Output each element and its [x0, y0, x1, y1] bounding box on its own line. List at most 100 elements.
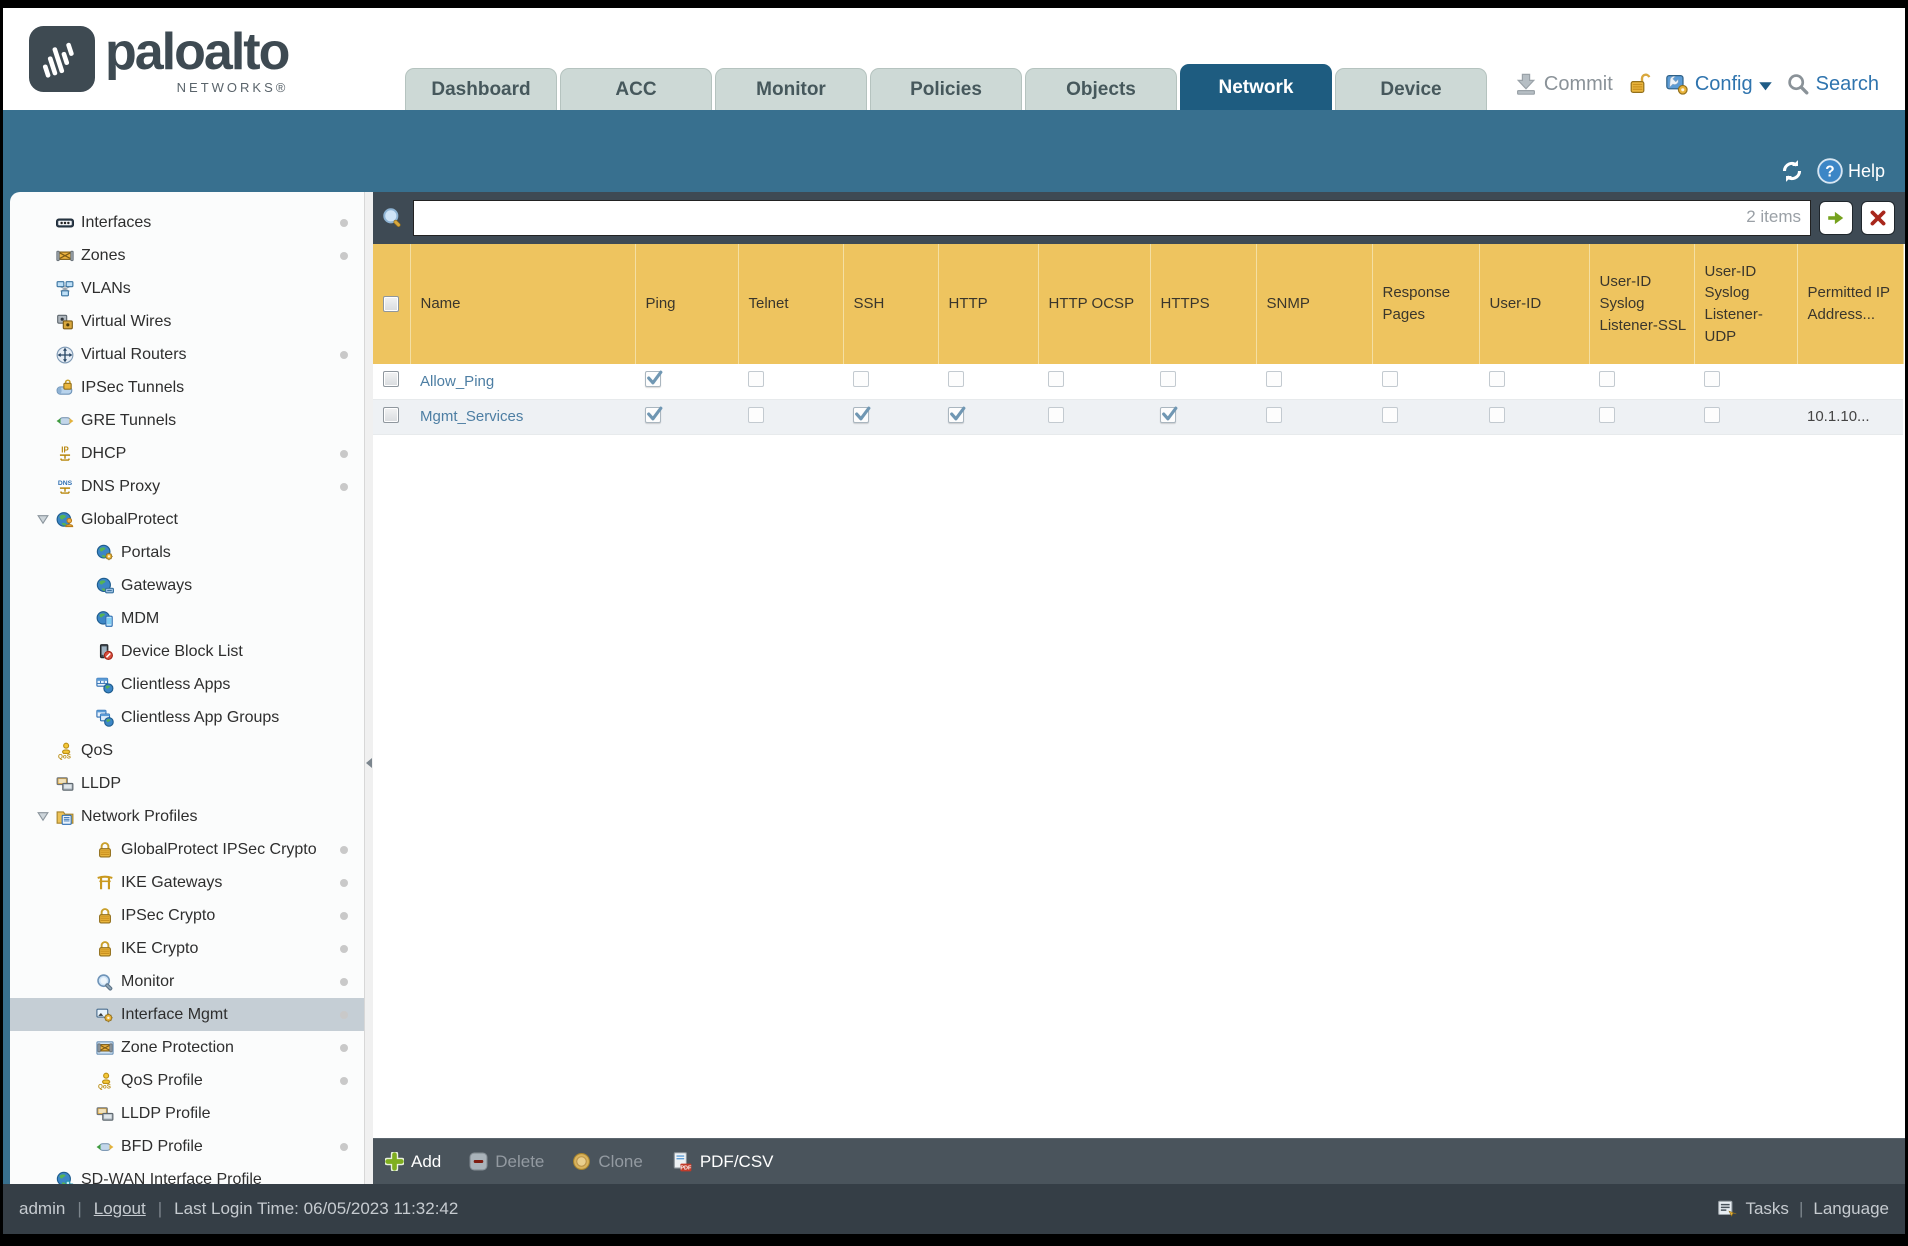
column-header-ssh[interactable]: SSH	[843, 244, 939, 364]
tab-dashboard[interactable]: Dashboard	[405, 68, 557, 110]
checkbox-snmp-unchecked[interactable]	[1266, 371, 1282, 388]
sidebar-item-ipsec-crypto[interactable]: IPSec Crypto	[10, 899, 364, 932]
search-icon	[1786, 72, 1810, 96]
search-icon	[381, 206, 405, 230]
checkbox-http-checked[interactable]	[948, 406, 966, 423]
sidebar-item-lldp-profile[interactable]: LLDP Profile	[10, 1097, 364, 1130]
sidebar-item-ike-gateways[interactable]: IKE Gateways	[10, 866, 364, 899]
tab-objects[interactable]: Objects	[1025, 68, 1177, 110]
checkbox-http_ocsp-unchecked[interactable]	[1048, 406, 1064, 423]
row-select-checkbox[interactable]	[383, 406, 399, 423]
sidebar-item-vlans[interactable]: VLANs	[10, 272, 364, 305]
sidebar-item-mdm[interactable]: MDM	[10, 602, 364, 635]
checkbox-response_pages-unchecked[interactable]	[1382, 406, 1398, 423]
column-header-permitted_ip[interactable]: Permitted IP Address...	[1797, 244, 1904, 364]
profile-name-link[interactable]: Mgmt_Services	[420, 408, 524, 425]
sidebar-item-monitor[interactable]: Monitor	[10, 965, 364, 998]
column-header-telnet[interactable]: Telnet	[738, 244, 844, 364]
expander-triangle-icon[interactable]	[36, 810, 50, 823]
sidebar-item-portals[interactable]: Portals	[10, 536, 364, 569]
checkbox-response_pages-unchecked[interactable]	[1382, 371, 1398, 388]
clone-button[interactable]: Clone	[572, 1152, 643, 1172]
sidebar-item-qos-profile[interactable]: QoS QoS Profile	[10, 1064, 364, 1097]
sidebar-item-interface-mgmt[interactable]: Interface Mgmt	[10, 998, 364, 1031]
row-select-checkbox[interactable]	[383, 371, 399, 388]
sidebar-item-ike-crypto[interactable]: IKE Crypto	[10, 932, 364, 965]
checkbox-ssh-checked[interactable]	[853, 406, 871, 423]
sidebar-item-ipsec-tunnels[interactable]: IPSec Tunnels	[10, 371, 364, 404]
checkbox-ping-checked[interactable]	[645, 406, 663, 423]
help-button[interactable]: ? Help	[1817, 158, 1885, 184]
sidebar-item-bfd-profile[interactable]: BFD Profile	[10, 1130, 364, 1163]
sidebar-item-clientless-app-groups[interactable]: Clientless App Groups	[10, 701, 364, 734]
sidebar-item-virtual-wires[interactable]: Virtual Wires	[10, 305, 364, 338]
apply-filter-button[interactable]	[1819, 201, 1853, 235]
sidebar-item-clientless-apps[interactable]: Clientless Apps	[10, 668, 364, 701]
column-header-http[interactable]: HTTP	[938, 244, 1039, 364]
checkbox-user_id-unchecked[interactable]	[1489, 371, 1505, 388]
column-header-name[interactable]: Name	[410, 244, 636, 364]
pdf-icon: PDF	[671, 1151, 693, 1173]
checkbox-ssh-unchecked[interactable]	[853, 371, 869, 388]
column-header-uid_syslog_udp[interactable]: User-ID Syslog Listener-UDP	[1694, 244, 1798, 364]
sidebar-item-lldp[interactable]: LLDP	[10, 767, 364, 800]
sidebar-item-gre-tunnels[interactable]: GRE Tunnels	[10, 404, 364, 437]
filter-input[interactable]	[413, 200, 1811, 236]
checkbox-uid_syslog_udp-unchecked[interactable]	[1704, 406, 1720, 423]
add-button[interactable]: Add	[385, 1152, 441, 1172]
tab-acc[interactable]: ACC	[560, 68, 712, 110]
checkbox-ping-checked[interactable]	[645, 370, 663, 388]
checkbox-uid_syslog_ssl-unchecked[interactable]	[1599, 406, 1615, 423]
sidebar-item-device-block-list[interactable]: Device Block List	[10, 635, 364, 668]
sidebar-item-network-profiles[interactable]: Network Profiles	[10, 800, 364, 833]
sidebar-item-gateways[interactable]: Gateways	[10, 569, 364, 602]
global-search-button[interactable]: Search	[1786, 72, 1879, 96]
checkbox-uid_syslog_udp-unchecked[interactable]	[1704, 371, 1720, 388]
expander-triangle-icon[interactable]	[36, 513, 50, 526]
refresh-icon[interactable]	[1779, 158, 1805, 184]
checkbox-http-unchecked[interactable]	[948, 371, 964, 388]
checkbox-telnet-unchecked[interactable]	[748, 371, 764, 388]
config-menu[interactable]: Config	[1665, 72, 1772, 96]
sidebar-item-dhcp[interactable]: IP DHCP	[10, 437, 364, 470]
delete-button[interactable]: Delete	[469, 1152, 544, 1172]
profile-name-link[interactable]: Allow_Ping	[420, 372, 495, 390]
select-all-checkbox[interactable]	[383, 296, 399, 313]
tab-monitor[interactable]: Monitor	[715, 68, 867, 110]
checkbox-user_id-unchecked[interactable]	[1489, 406, 1505, 423]
checkbox-https-checked[interactable]	[1160, 406, 1178, 423]
column-header-http_ocsp[interactable]: HTTP OCSP	[1038, 244, 1151, 364]
lock-unlocked-icon[interactable]	[1627, 72, 1651, 96]
tab-device[interactable]: Device	[1335, 68, 1487, 110]
sidebar-collapse-handle[interactable]	[364, 192, 373, 1184]
tab-network[interactable]: Network	[1180, 64, 1332, 110]
column-header-ping[interactable]: Ping	[635, 244, 739, 364]
sidebar-item-zone-protection[interactable]: Zone Protection	[10, 1031, 364, 1064]
checkbox-telnet-unchecked[interactable]	[748, 406, 764, 423]
clear-filter-button[interactable]	[1861, 201, 1895, 235]
checkbox-uid_syslog_ssl-unchecked[interactable]	[1599, 371, 1615, 388]
lock-icon	[96, 907, 114, 925]
language-button[interactable]: Language	[1813, 1199, 1889, 1218]
logout-link[interactable]: Logout	[93, 1199, 146, 1218]
column-header-https[interactable]: HTTPS	[1150, 244, 1257, 364]
sidebar-item-dns-proxy[interactable]: DNS DNS Proxy	[10, 470, 364, 503]
column-header-user_id[interactable]: User-ID	[1479, 244, 1590, 364]
checkbox-http_ocsp-unchecked[interactable]	[1048, 371, 1064, 388]
column-header-snmp[interactable]: SNMP	[1256, 244, 1373, 364]
sidebar-item-zones[interactable]: Zones	[10, 239, 364, 272]
checkbox-snmp-unchecked[interactable]	[1266, 406, 1282, 423]
commit-button[interactable]: Commit	[1514, 72, 1613, 96]
sidebar-item-globalprotect[interactable]: GlobalProtect	[10, 503, 364, 536]
sidebar-item-globalprotect-ipsec-crypto[interactable]: GlobalProtect IPSec Crypto	[10, 833, 364, 866]
column-header-response_pages[interactable]: Response Pages	[1372, 244, 1480, 364]
checkbox-https-unchecked[interactable]	[1160, 371, 1176, 388]
pdf-csv-button[interactable]: PDF PDF/CSV	[671, 1151, 774, 1173]
column-header-uid_syslog_ssl[interactable]: User-ID Syslog Listener-SSL	[1589, 244, 1695, 364]
tasks-button[interactable]: Tasks	[1717, 1198, 1789, 1220]
tab-policies[interactable]: Policies	[870, 68, 1022, 110]
sidebar-item-virtual-routers[interactable]: Virtual Routers	[10, 338, 364, 371]
sidebar-item-qos[interactable]: QoS QoS	[10, 734, 364, 767]
sidebar-item-interfaces[interactable]: Interfaces	[10, 206, 364, 239]
sidebar-item-sd-wan-interface-profile[interactable]: SD-WAN Interface Profile	[10, 1163, 364, 1184]
